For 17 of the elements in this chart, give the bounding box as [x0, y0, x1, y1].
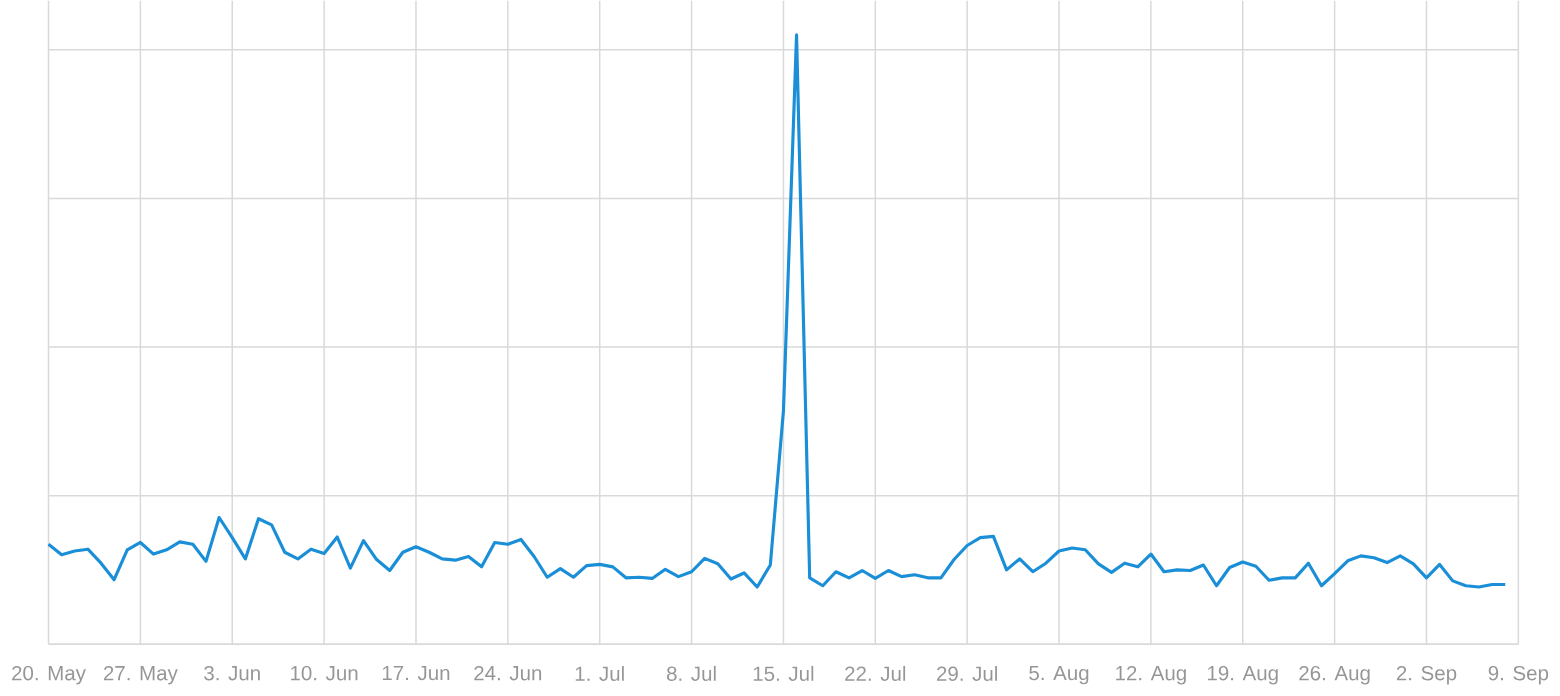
x-tick-label: 17. Jun [382, 666, 450, 681]
x-tick-label: 10. Jun [291, 666, 358, 681]
x-tick-label: 1. Jul [575, 666, 624, 682]
x-tick-label: 2. Sep [1396, 666, 1457, 685]
x-tick-label: 12. Aug [1116, 666, 1186, 685]
x-tick-label: 9. Sep [1488, 666, 1549, 685]
x-tick-label: 29. Jul [937, 666, 997, 682]
x-tick-label: 26. Aug [1299, 666, 1370, 685]
x-tick-label: 20. May [12, 666, 86, 685]
x-tick-label: 19. Aug [1207, 666, 1278, 685]
x-tick-label: 24. Jun [474, 666, 542, 681]
x-tick-label: 15. Jul [753, 666, 814, 682]
x-tick-label: 5. Aug [1029, 666, 1089, 685]
x-tick-label: 22. Jul [845, 666, 906, 682]
x-tick-label: 3. Jun [204, 666, 260, 681]
x-tick-label: 8. Jul [666, 666, 716, 682]
x-tick-label: 27. May [103, 666, 178, 685]
